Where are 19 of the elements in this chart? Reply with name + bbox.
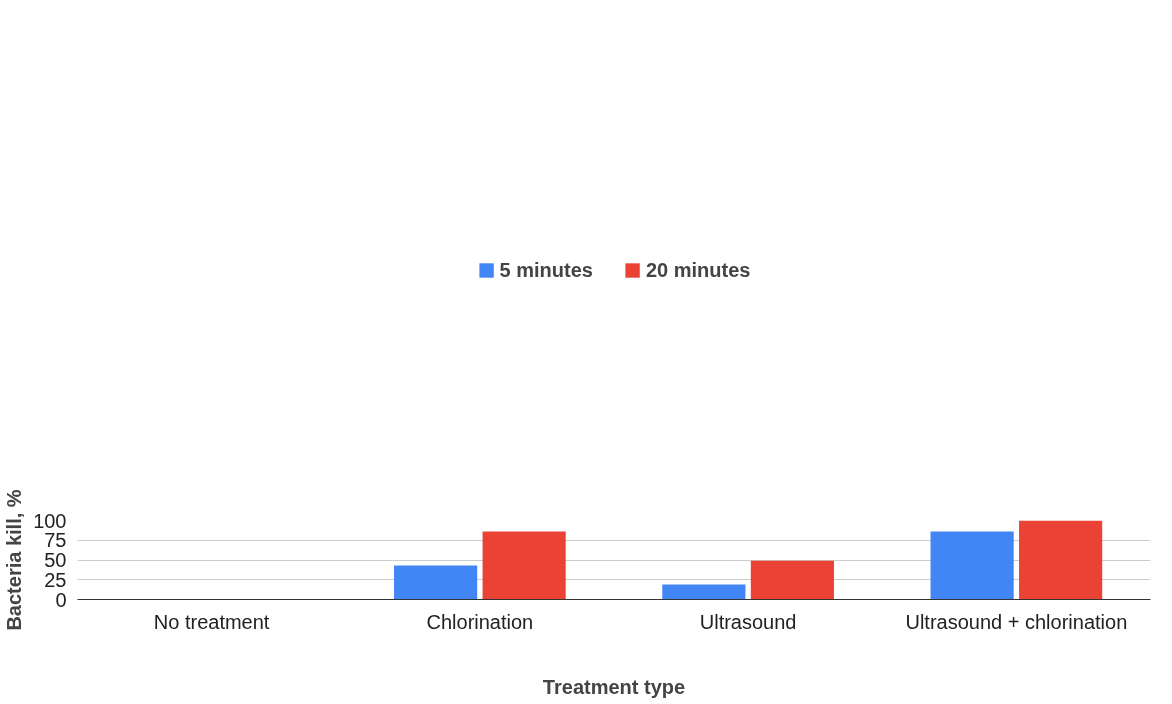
y-tick-label: 75 — [44, 529, 67, 552]
bar — [662, 584, 746, 600]
x-tick-label: No treatment — [153, 610, 270, 633]
y-tick-label: 50 — [44, 549, 67, 571]
legend-label: 20 minutes — [645, 258, 751, 282]
bar — [1019, 520, 1103, 600]
y-axis-title: Bacteria kill, % — [3, 489, 26, 631]
y-tick-label: 25 — [44, 568, 67, 591]
legend-label: 5 minutes — [499, 258, 593, 282]
bar — [394, 565, 478, 600]
y-tick-label: 100 — [33, 509, 67, 532]
bar — [482, 531, 566, 600]
x-tick-label: Ultrasound — [699, 610, 797, 633]
x-tick-label: Ultrasound + chlorination — [905, 610, 1128, 633]
x-axis-title: Treatment type — [542, 675, 686, 698]
x-tick-label: Chlorination — [426, 610, 534, 633]
bar — [930, 531, 1014, 600]
bar — [750, 560, 834, 600]
y-tick-label: 0 — [55, 588, 67, 611]
